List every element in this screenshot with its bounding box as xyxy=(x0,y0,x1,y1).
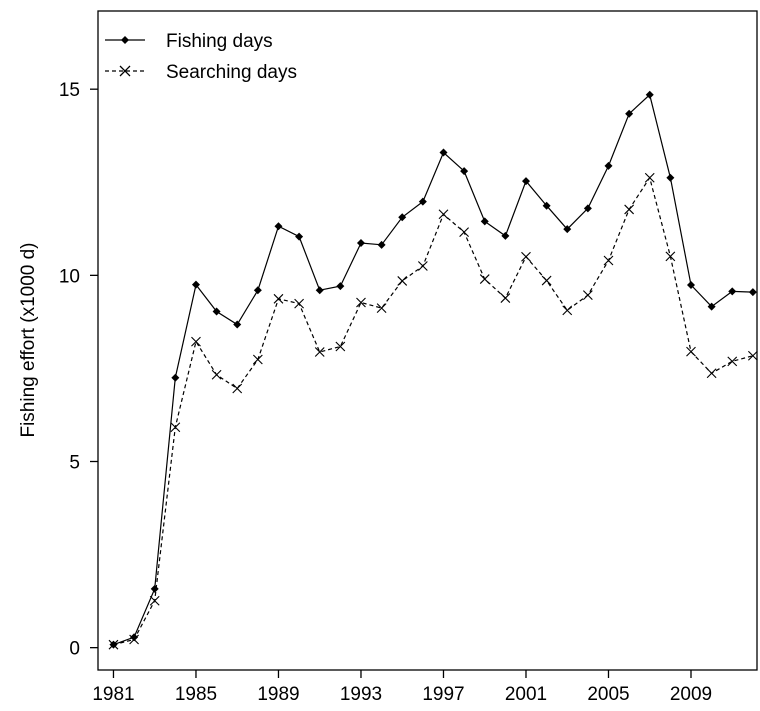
data-point-fishing-days xyxy=(336,282,345,291)
data-point-fishing-days xyxy=(748,288,757,297)
legend-marker-searching-days xyxy=(119,65,131,77)
data-point-searching-days xyxy=(417,261,428,271)
data-point-fishing-days xyxy=(542,201,551,210)
data-point-fishing-days xyxy=(130,633,139,642)
legend-marker-fishing-days xyxy=(121,36,129,44)
x-tick-label: 2005 xyxy=(587,684,629,705)
data-point-fishing-days xyxy=(212,307,221,316)
data-point-searching-days xyxy=(521,251,531,262)
data-point-fishing-days xyxy=(398,213,407,222)
x-tick-label: 2001 xyxy=(505,684,547,705)
data-point-fishing-days xyxy=(480,217,489,226)
legend-label-fishing-days: Fishing days xyxy=(166,31,273,52)
series-layer xyxy=(108,90,758,650)
data-point-fishing-days xyxy=(295,232,304,241)
y-axis: 0 5 10 15 xyxy=(59,80,98,660)
x-tick-label: 1981 xyxy=(92,684,134,705)
data-point-fishing-days xyxy=(645,90,654,99)
data-point-fishing-days xyxy=(191,280,200,289)
data-point-searching-days xyxy=(582,290,593,300)
data-point-searching-days xyxy=(273,293,284,304)
data-point-searching-days xyxy=(459,227,469,238)
data-point-fishing-days xyxy=(377,240,386,249)
x-tick-label: 1997 xyxy=(422,684,464,705)
data-point-searching-days xyxy=(479,274,490,284)
data-point-fishing-days xyxy=(150,584,159,593)
data-point-searching-days xyxy=(665,251,676,262)
data-point-searching-days xyxy=(541,275,552,286)
data-point-searching-days xyxy=(747,350,758,361)
y-tick-label: 10 xyxy=(59,266,80,287)
data-point-fishing-days xyxy=(563,225,572,234)
data-point-searching-days xyxy=(686,346,696,357)
y-axis-title: Fishing effort (x1000 d) xyxy=(18,242,39,437)
y-tick-label: 15 xyxy=(59,80,80,101)
data-point-fishing-days xyxy=(274,222,283,231)
series-line-fishing-days xyxy=(113,93,753,646)
plot-frame xyxy=(97,10,758,671)
data-point-searching-days xyxy=(314,347,325,357)
data-point-fishing-days xyxy=(233,320,242,329)
data-point-searching-days xyxy=(129,634,139,645)
data-point-searching-days xyxy=(727,356,738,367)
data-point-searching-days xyxy=(500,293,511,303)
data-point-fishing-days xyxy=(521,177,530,186)
data-point-searching-days xyxy=(294,298,304,309)
data-point-fishing-days xyxy=(583,204,592,213)
data-point-searching-days xyxy=(149,595,160,606)
data-point-searching-days xyxy=(438,209,449,220)
x-tick-label: 2009 xyxy=(670,684,712,705)
data-point-fishing-days xyxy=(666,173,675,182)
data-point-searching-days xyxy=(624,204,635,215)
data-point-searching-days xyxy=(397,276,408,286)
data-point-searching-days xyxy=(170,422,181,433)
data-point-fishing-days xyxy=(253,286,262,295)
data-point-fishing-days xyxy=(501,231,510,240)
data-point-searching-days xyxy=(252,354,263,365)
data-point-fishing-days xyxy=(356,238,365,247)
data-point-searching-days xyxy=(603,255,614,266)
data-point-fishing-days xyxy=(625,109,634,118)
x-tick-label: 1985 xyxy=(175,684,217,705)
data-point-searching-days xyxy=(232,383,243,394)
data-point-fishing-days xyxy=(460,167,469,176)
data-point-fishing-days xyxy=(171,373,180,382)
data-point-searching-days xyxy=(562,305,573,316)
data-point-searching-days xyxy=(191,336,201,347)
data-point-fishing-days xyxy=(728,287,737,296)
data-point-searching-days xyxy=(211,369,222,380)
data-point-searching-days xyxy=(706,368,717,379)
data-point-searching-days xyxy=(376,303,387,313)
data-point-searching-days xyxy=(356,297,366,308)
legend-label-searching-days: Searching days xyxy=(166,62,297,83)
data-point-searching-days xyxy=(644,172,655,183)
data-point-searching-days xyxy=(108,639,119,650)
data-point-fishing-days xyxy=(707,302,716,311)
data-point-searching-days xyxy=(335,341,346,352)
data-point-fishing-days xyxy=(604,161,613,170)
data-point-fishing-days xyxy=(418,197,427,206)
x-tick-label: 1989 xyxy=(257,684,299,705)
x-axis: 1981 1985 1989 1993 1997 2001 2005 2009 xyxy=(92,670,712,705)
y-tick-label: 0 xyxy=(69,639,80,660)
x-tick-label: 1993 xyxy=(340,684,382,705)
legend: Fishing days Searching days xyxy=(105,31,297,83)
y-tick-label: 5 xyxy=(69,453,80,474)
series-line-searching-days xyxy=(113,176,754,646)
data-point-fishing-days xyxy=(439,148,448,157)
data-point-fishing-days xyxy=(315,286,324,295)
data-point-fishing-days xyxy=(686,281,695,290)
